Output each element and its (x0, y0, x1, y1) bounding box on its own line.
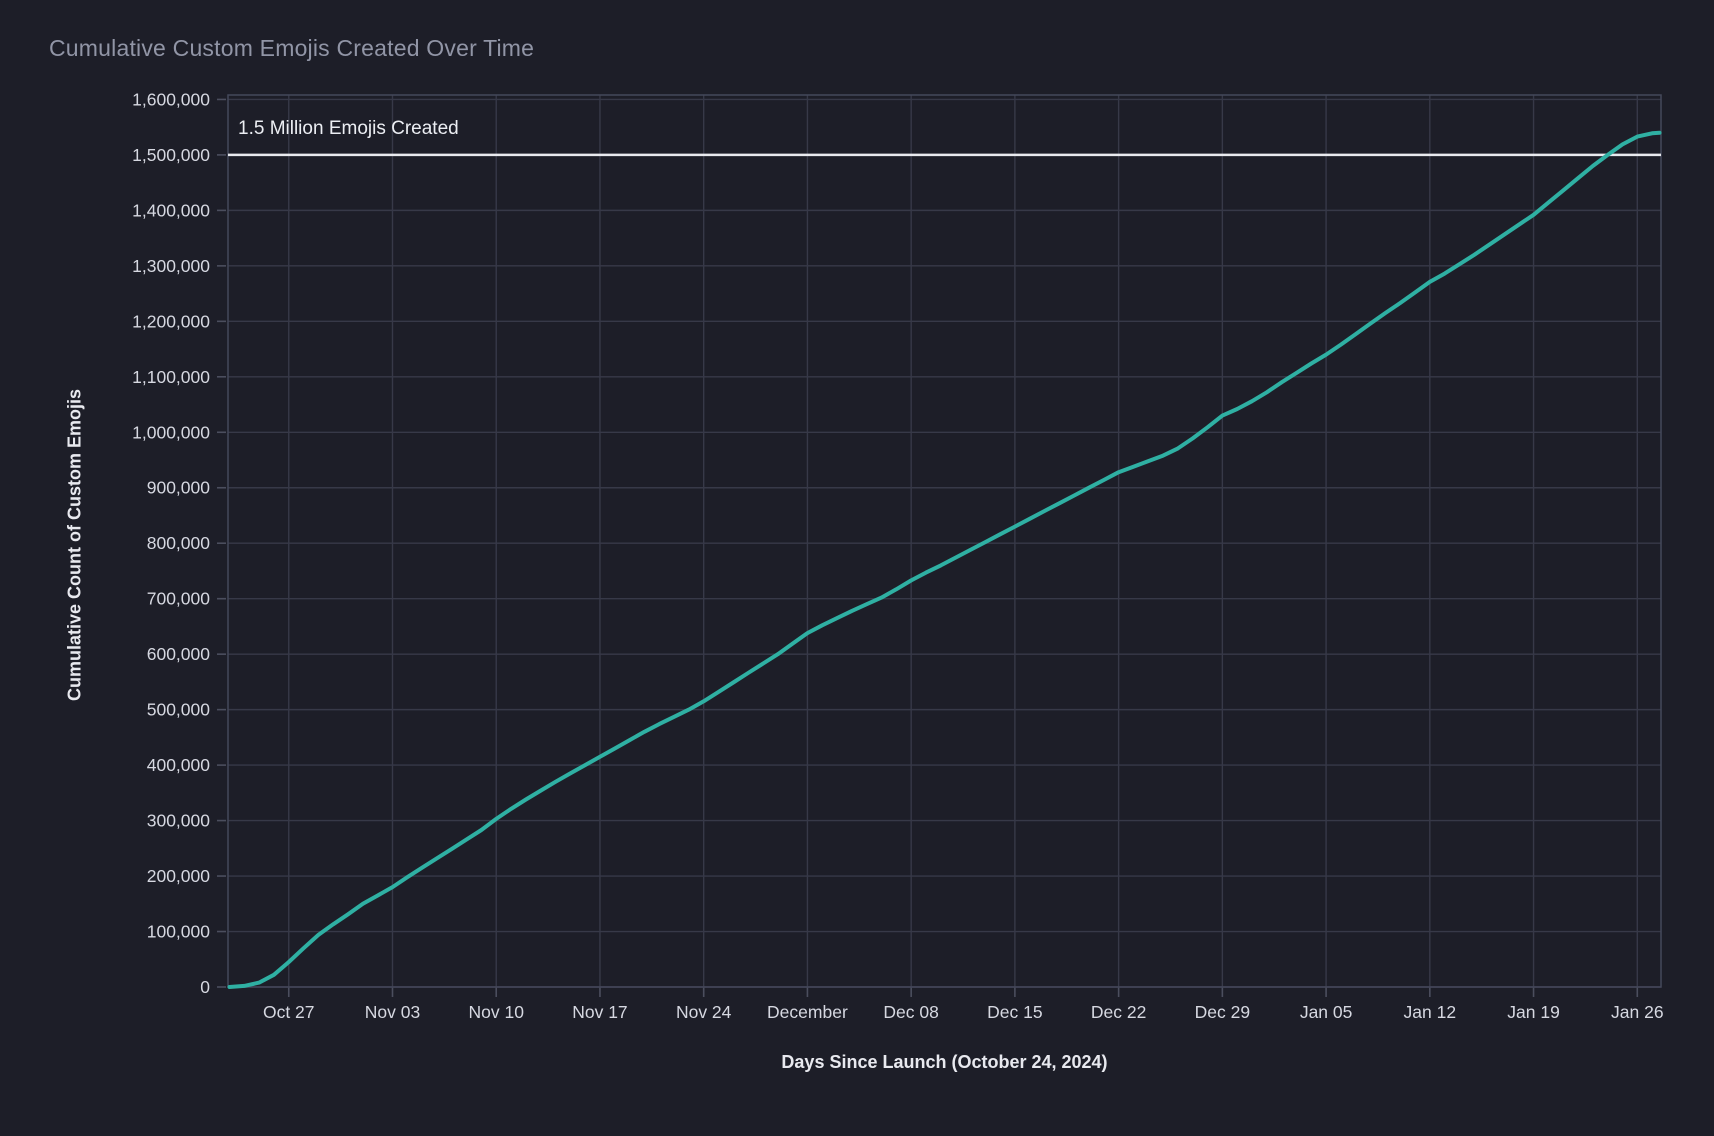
x-tick-label: Nov 03 (365, 1002, 420, 1022)
y-tick-label: 1,000,000 (132, 422, 210, 442)
cumulative-emojis-line (227, 130, 1662, 989)
y-tick-label: 600,000 (147, 644, 211, 664)
y-tick-label: 800,000 (147, 533, 211, 553)
y-tick-label: 400,000 (147, 755, 211, 775)
reference-line-annotation: 1.5 Million Emojis Created (238, 118, 459, 139)
x-tick-label: Nov 24 (676, 1002, 732, 1022)
y-tick-label: 0 (200, 977, 210, 997)
y-tick-label: 200,000 (147, 866, 211, 886)
x-tick-label: December (767, 1002, 848, 1022)
x-tick-label: Jan 12 (1404, 1002, 1457, 1022)
x-tick-label: Dec 29 (1195, 1002, 1250, 1022)
x-tick-label: Dec 22 (1091, 1002, 1146, 1022)
y-tick-label: 500,000 (147, 700, 211, 720)
y-tick-label: 100,000 (147, 922, 211, 942)
y-tick-label: 1,500,000 (132, 145, 210, 165)
y-tick-label: 1,100,000 (132, 367, 210, 387)
x-tick-label: Jan 26 (1611, 1002, 1664, 1022)
chart-title: Cumulative Custom Emojis Created Over Ti… (49, 35, 535, 61)
y-tick-label: 900,000 (147, 478, 211, 498)
plot-border (227, 94, 1662, 988)
x-axis-title: Days Since Launch (October 24, 2024) (781, 1052, 1108, 1072)
x-tick-label: Nov 10 (468, 1002, 524, 1022)
y-tick-label: 1,400,000 (132, 200, 210, 220)
y-axis-title: Cumulative Count of Custom Emojis (64, 389, 85, 702)
x-tick-label: Nov 17 (572, 1002, 627, 1022)
x-tick-label: Jan 05 (1300, 1002, 1353, 1022)
x-tick-label: Oct 27 (263, 1002, 315, 1022)
x-tick-label: Jan 19 (1507, 1002, 1560, 1022)
x-tick-label: Dec 15 (987, 1002, 1042, 1022)
y-tick-label: 1,600,000 (132, 89, 210, 109)
x-tick-label: Dec 08 (883, 1002, 938, 1022)
y-tick-label: 300,000 (147, 811, 211, 831)
y-tick-label: 700,000 (147, 589, 211, 609)
y-tick-label: 1,300,000 (132, 256, 210, 276)
y-tick-label: 1,200,000 (132, 311, 210, 331)
